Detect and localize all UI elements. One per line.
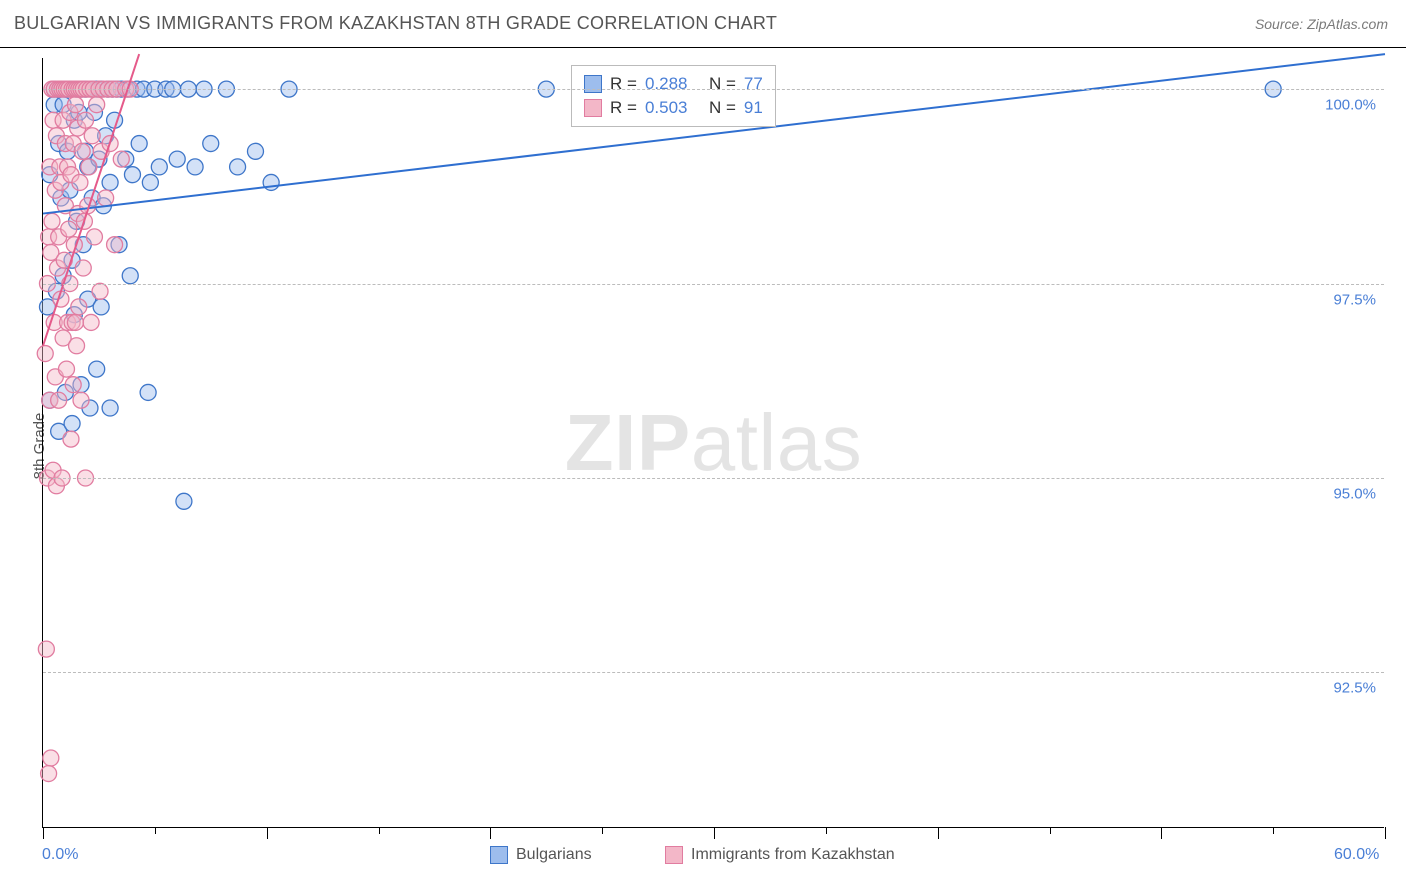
scatter-point [43, 750, 59, 766]
scatter-point [67, 97, 83, 113]
chart-header: BULGARIAN VS IMMIGRANTS FROM KAZAKHSTAN … [0, 0, 1406, 48]
scatter-point [203, 136, 219, 152]
scatter-point [74, 143, 90, 159]
scatter-point [176, 493, 192, 509]
legend-item: Immigrants from Kazakhstan [665, 846, 895, 864]
x-tick-major [714, 827, 715, 839]
scatter-point [169, 151, 185, 167]
x-tick-minor [826, 827, 827, 834]
scatter-point [102, 400, 118, 416]
legend-swatch [665, 846, 683, 864]
scatter-point [73, 392, 89, 408]
scatter-point [84, 128, 100, 144]
gridline-h [43, 89, 1384, 90]
legend-label: Immigrants from Kazakhstan [691, 846, 895, 864]
x-tick-minor [602, 827, 603, 834]
r-value: 0.288 [645, 72, 701, 96]
n-label: N = [709, 72, 736, 96]
scatter-point [77, 112, 93, 128]
n-value: 91 [744, 96, 763, 120]
y-tick-label: 97.5% [1333, 291, 1376, 308]
scatter-point [107, 237, 123, 253]
scatter-point [89, 361, 105, 377]
gridline-h [43, 284, 1384, 285]
scatter-point [37, 346, 53, 362]
scatter-point [98, 190, 114, 206]
correlation-row: R = 0.503 N = 91 [584, 96, 763, 120]
correlation-legend-box: R = 0.288 N = 77 R = 0.503 N = 91 [571, 65, 776, 127]
x-tick-major [1161, 827, 1162, 839]
n-label: N = [709, 96, 736, 120]
gridline-h [43, 478, 1384, 479]
scatter-point [67, 314, 83, 330]
legend-swatch [584, 99, 602, 117]
scatter-point [72, 174, 88, 190]
scatter-point [64, 416, 80, 432]
scatter-point [89, 97, 105, 113]
y-tick-label: 95.0% [1333, 486, 1376, 503]
scatter-point [86, 229, 102, 245]
scatter-point [44, 213, 60, 229]
scatter-point [92, 283, 108, 299]
legend-item: Bulgarians [490, 846, 592, 864]
gridline-h [43, 672, 1384, 673]
legend-swatch [490, 846, 508, 864]
x-tick-minor [155, 827, 156, 834]
x-tick-major [43, 827, 44, 839]
scatter-point [131, 136, 147, 152]
plot-svg [43, 58, 1384, 827]
legend-label: Bulgarians [516, 846, 592, 864]
scatter-point [113, 151, 129, 167]
x-tick-major [1385, 827, 1386, 839]
scatter-point [187, 159, 203, 175]
scatter-point [247, 143, 263, 159]
scatter-plot-area: ZIPatlas R =0.288N =77R =0.503N =91 92.5… [42, 58, 1384, 828]
scatter-point [71, 299, 87, 315]
scatter-point [61, 221, 77, 237]
scatter-point [122, 268, 138, 284]
scatter-point [93, 299, 109, 315]
scatter-point [75, 260, 91, 276]
legend-swatch [584, 75, 602, 93]
x-tick-major [938, 827, 939, 839]
scatter-point [83, 314, 99, 330]
scatter-point [51, 392, 67, 408]
scatter-point [63, 431, 79, 447]
scatter-point [38, 641, 54, 657]
scatter-point [65, 377, 81, 393]
y-tick-label: 92.5% [1333, 680, 1376, 697]
x-tick-major [267, 827, 268, 839]
r-label: R = [610, 96, 637, 120]
scatter-point [58, 361, 74, 377]
scatter-point [124, 167, 140, 183]
correlation-row: R = 0.288 N = 77 [584, 72, 763, 96]
scatter-point [142, 174, 158, 190]
r-label: R = [610, 72, 637, 96]
x-tick-major [490, 827, 491, 839]
scatter-point [102, 174, 118, 190]
scatter-point [151, 159, 167, 175]
x-tick-minor [1050, 827, 1051, 834]
scatter-point [140, 384, 156, 400]
chart-title: BULGARIAN VS IMMIGRANTS FROM KAZAKHSTAN … [14, 13, 777, 34]
scatter-point [230, 159, 246, 175]
scatter-point [41, 766, 57, 782]
source-attribution: Source: ZipAtlas.com [1255, 16, 1388, 32]
x-tick-label: 60.0% [1334, 846, 1379, 864]
n-value: 77 [744, 72, 763, 96]
y-tick-label: 100.0% [1325, 97, 1376, 114]
scatter-point [81, 159, 97, 175]
x-tick-label: 0.0% [42, 846, 78, 864]
scatter-point [69, 338, 85, 354]
x-tick-minor [1273, 827, 1274, 834]
r-value: 0.503 [645, 96, 701, 120]
x-tick-minor [379, 827, 380, 834]
